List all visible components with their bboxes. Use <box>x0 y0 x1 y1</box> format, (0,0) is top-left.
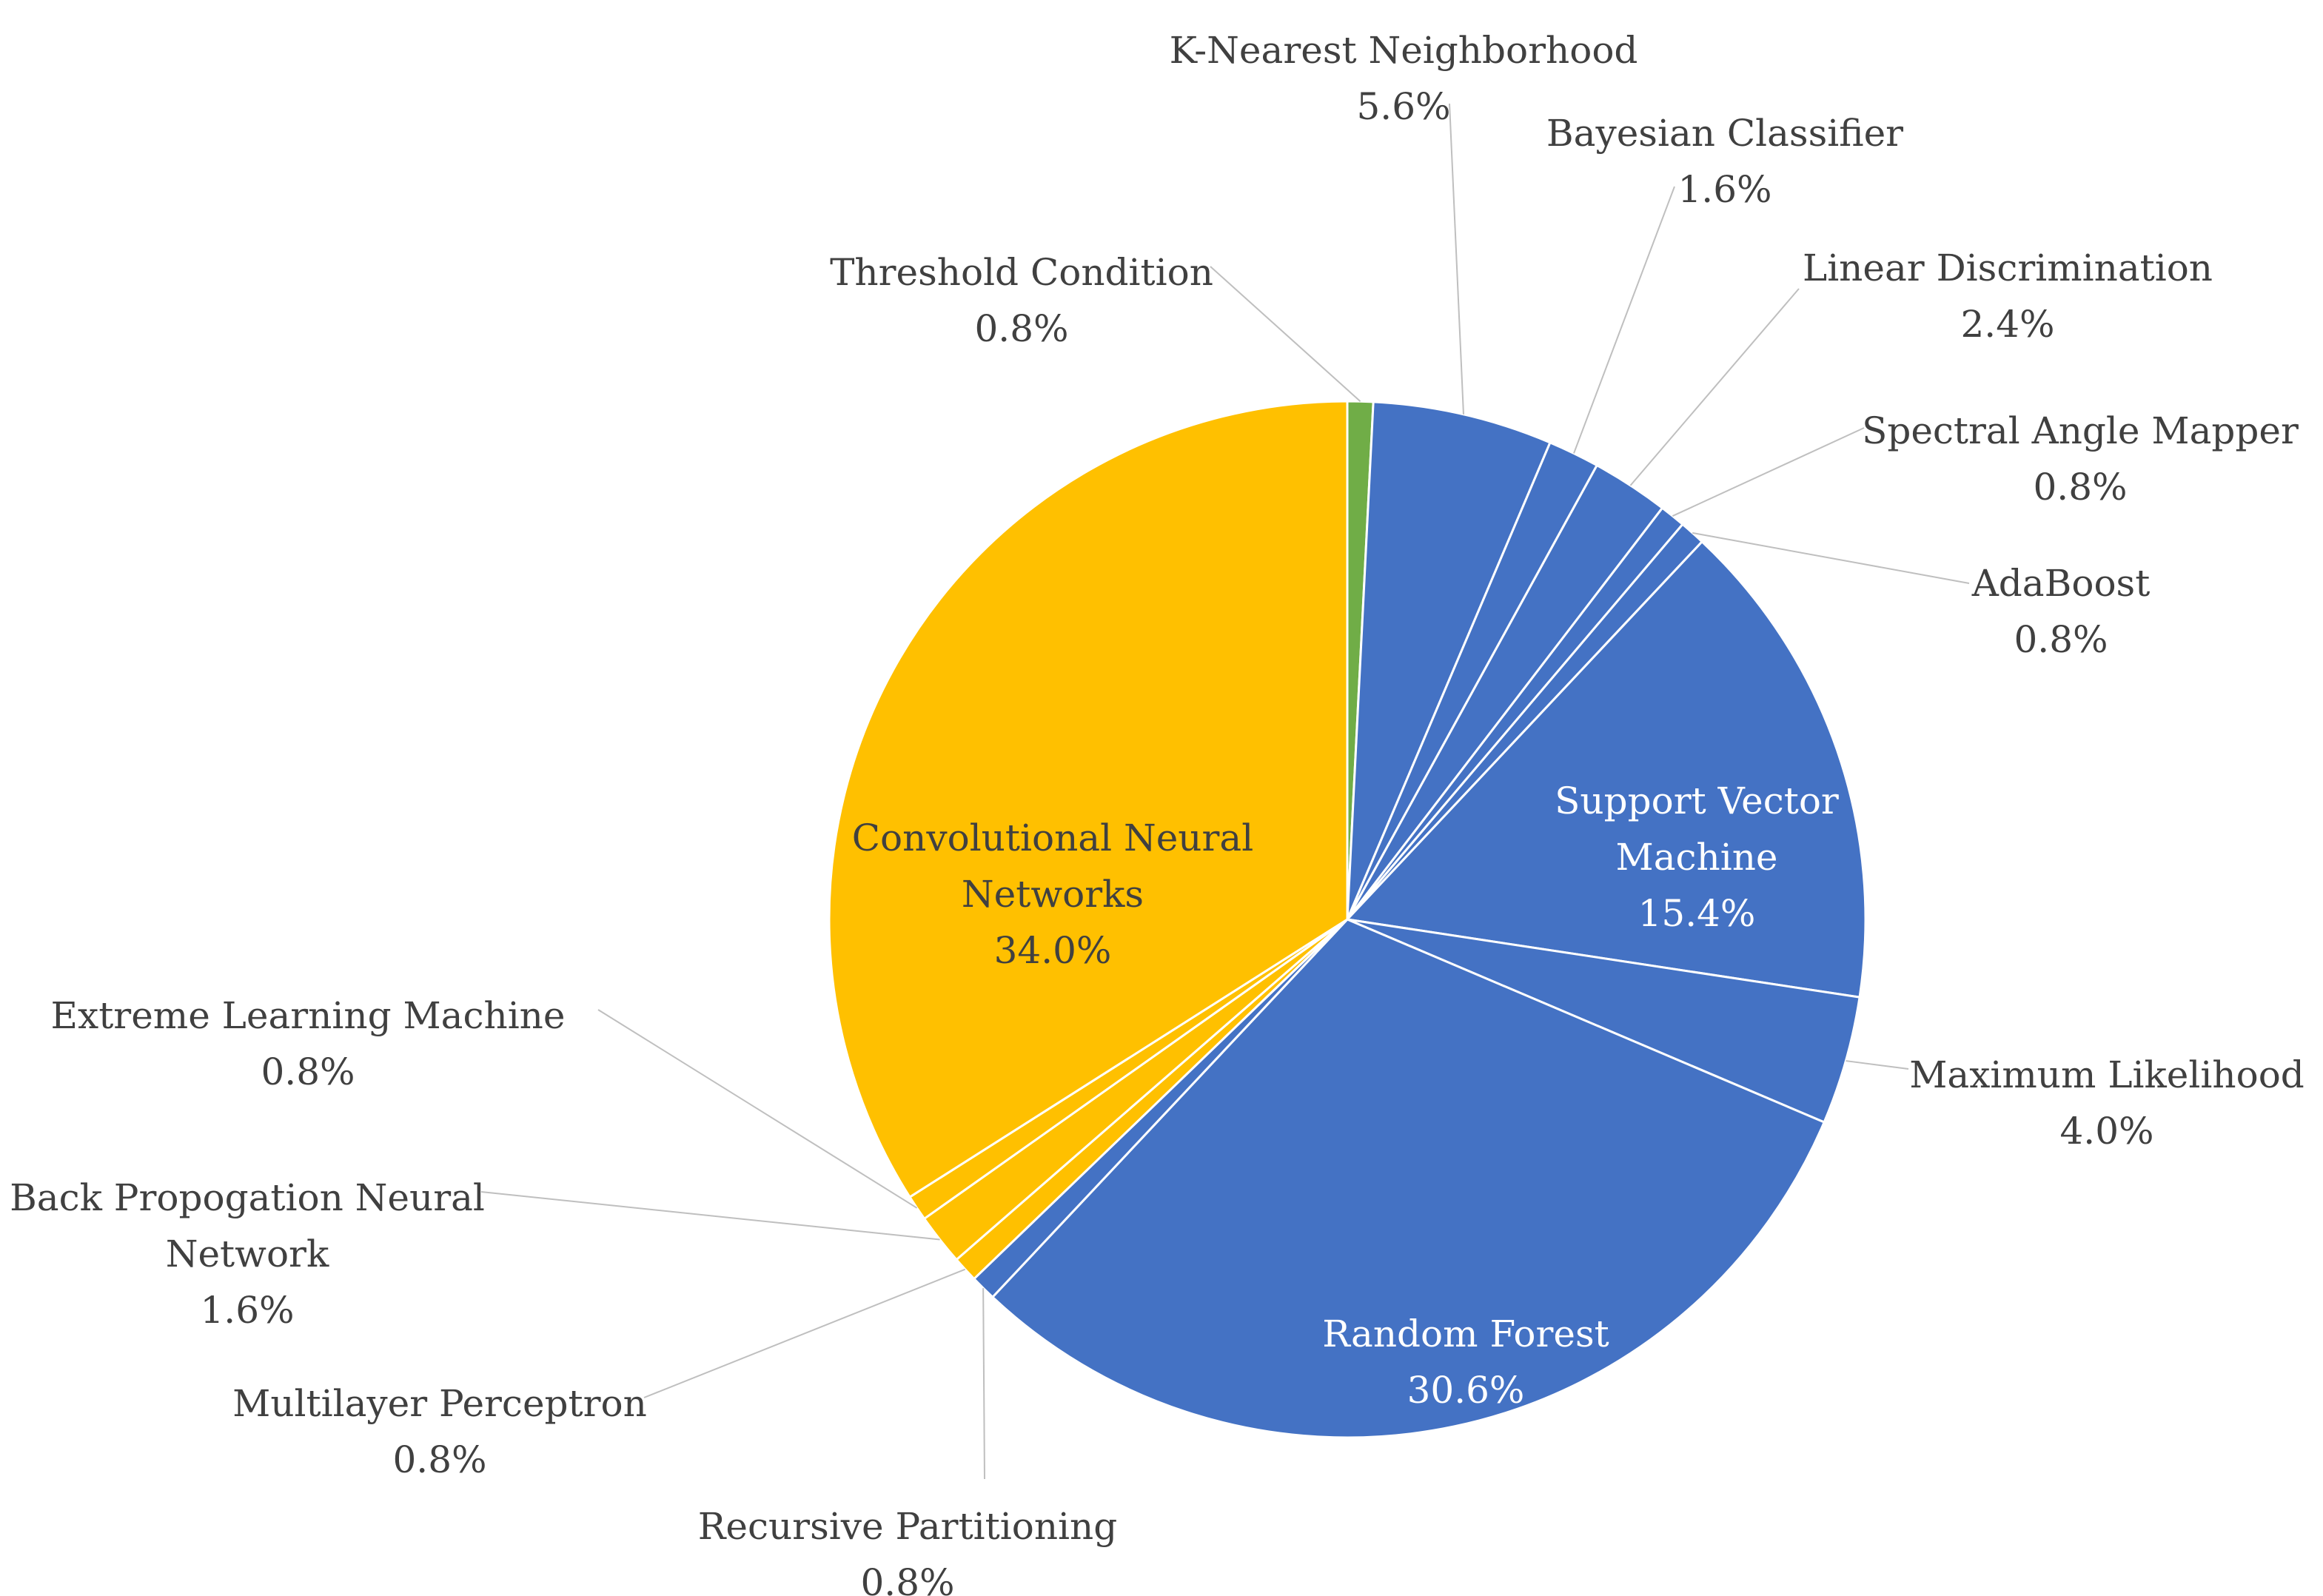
slice-label-name: K-Nearest Neighborhood <box>1170 29 1638 72</box>
pie-slice <box>1346 400 1552 920</box>
slice-label-name: Bayesian Classifier <box>1546 112 1903 155</box>
slice-label-name: Recursive Partitioning <box>698 1505 1118 1548</box>
slice-label-value: 0.8% <box>2033 466 2127 509</box>
slice-label-name: Threshold Condition <box>830 251 1213 294</box>
slice-label: Bayesian Classifier 1.6% <box>1546 112 1903 211</box>
leader-line <box>1629 288 1800 486</box>
slice-label-value: 0.8% <box>974 307 1068 350</box>
leader-line <box>480 1191 940 1241</box>
slice-labels: Threshold Condition 0.8% K-Nearest Neighbo… <box>10 29 2304 1596</box>
slice-label: Convolutional Neural Networks 34.0% <box>852 817 1253 972</box>
slice-label-value: 34.0% <box>994 929 1112 972</box>
slice-label-name: Machine <box>1616 836 1778 879</box>
slice-label: Maximum Likelihood 4.0% <box>1909 1053 2304 1153</box>
slice-label: Random Forest 30.6% <box>1322 1312 1609 1412</box>
slice-label-name: Back Propogation Neural <box>10 1176 485 1219</box>
slice-label-value: 5.6% <box>1356 85 1450 128</box>
leader-line <box>1846 1060 1909 1070</box>
slice-label: Extreme Learning Machine 0.8% <box>51 994 566 1093</box>
slice-label-name: Multilayer Perceptron <box>232 1382 647 1425</box>
slice-label-value: 1.6% <box>1677 168 1771 211</box>
pie-slice <box>990 918 1826 1439</box>
leader-line <box>1573 186 1675 454</box>
slice-label: Linear Discrimination 2.4% <box>1803 247 2213 346</box>
slice-label: Recursive Partitioning 0.8% <box>698 1505 1118 1596</box>
pie-slice <box>828 400 1349 1199</box>
slice-label-value: 30.6% <box>1407 1369 1525 1412</box>
slice-label: AdaBoost 0.8% <box>1971 562 2151 661</box>
slice-label-name: Spectral Angle Mapper <box>1862 409 2299 452</box>
slice-label-name: Support Vector <box>1555 779 1839 822</box>
leader-lines <box>480 103 1970 1480</box>
slice-label-value: 4.0% <box>2059 1110 2153 1153</box>
slice-label-value: 2.4% <box>1960 303 2054 346</box>
slice-label-name: Convolutional Neural <box>852 817 1253 859</box>
leader-line <box>1449 103 1464 415</box>
slice-label-name: Networks <box>962 873 1144 916</box>
slice-label: Back Propogation Neural Network 1.6% <box>10 1176 485 1332</box>
leader-line <box>982 1288 985 1480</box>
slice-label-name: AdaBoost <box>1971 562 2151 605</box>
slice-label-name: Maximum Likelihood <box>1909 1053 2304 1096</box>
slice-label: Spectral Angle Mapper 0.8% <box>1862 409 2299 509</box>
slice-label-name: Network <box>166 1233 329 1275</box>
leader-line <box>643 1268 966 1398</box>
slice-label-value: 1.6% <box>200 1289 294 1332</box>
leader-line <box>597 1009 918 1209</box>
slice-label-value: 0.8% <box>261 1050 355 1093</box>
slice-label: K-Nearest Neighborhood 5.6% <box>1170 29 1638 128</box>
slice-label: Threshold Condition 0.8% <box>830 251 1213 350</box>
slice-label: Support Vector Machine 15.4% <box>1555 779 1839 935</box>
slice-label-value: 0.8% <box>2014 618 2108 661</box>
slice-label-value: 15.4% <box>1638 892 1756 935</box>
pie-slice <box>1344 540 1867 999</box>
slice-label: Multilayer Perceptron 0.8% <box>232 1382 647 1481</box>
slice-label-value: 0.8% <box>860 1561 954 1596</box>
slice-label-name: Linear Discrimination <box>1803 247 2213 289</box>
leader-line <box>1210 266 1361 402</box>
slice-label-name: Extreme Learning Machine <box>51 994 566 1037</box>
slice-label-name: Random Forest <box>1322 1312 1609 1355</box>
pie-slices <box>828 400 1867 1439</box>
leader-line <box>1692 532 1970 584</box>
leader-line <box>1672 427 1865 517</box>
slice-label-value: 0.8% <box>392 1438 486 1481</box>
